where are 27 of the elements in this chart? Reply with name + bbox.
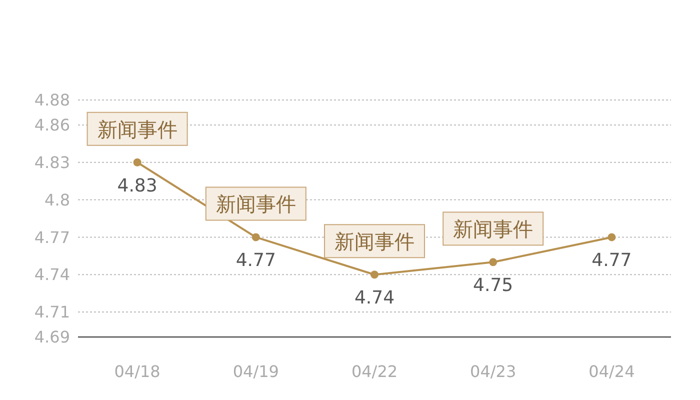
y-tick-label: 4.77: [34, 228, 70, 247]
y-tick-label: 4.83: [34, 152, 70, 172]
data-label: 4.77: [236, 250, 276, 272]
annotation: 新闻事件: [216, 192, 296, 216]
point: [608, 233, 616, 242]
x-tick-label: 04/19: [232, 362, 279, 381]
y-tick-label: 4.71: [34, 302, 70, 322]
point: [252, 233, 260, 242]
y-tick-label: 4.74: [34, 265, 70, 284]
y-tick-label: 4.69: [34, 328, 70, 347]
annotation: 新闻事件: [334, 230, 414, 254]
x-tick-label: 04/23: [470, 362, 516, 381]
x-tick-label: 04/22: [351, 362, 398, 381]
point: [133, 158, 142, 166]
y-tick-label: 4.8: [44, 190, 70, 210]
annotation: 新闻事件: [453, 217, 534, 242]
x-tick-label: 04/24: [588, 362, 635, 381]
point: [489, 258, 498, 266]
x-tick-label: 04/18: [114, 362, 160, 381]
data-label: 4.75: [473, 275, 514, 296]
data-label: 4.77: [592, 250, 632, 272]
annotation: 新闻事件: [97, 117, 178, 142]
point: [370, 270, 378, 279]
data-label: 4.83: [117, 175, 158, 196]
data-label: 4.74: [354, 288, 395, 309]
y-tick-label: 4.86: [34, 116, 70, 135]
y-tick-label: 4.88: [34, 90, 70, 110]
